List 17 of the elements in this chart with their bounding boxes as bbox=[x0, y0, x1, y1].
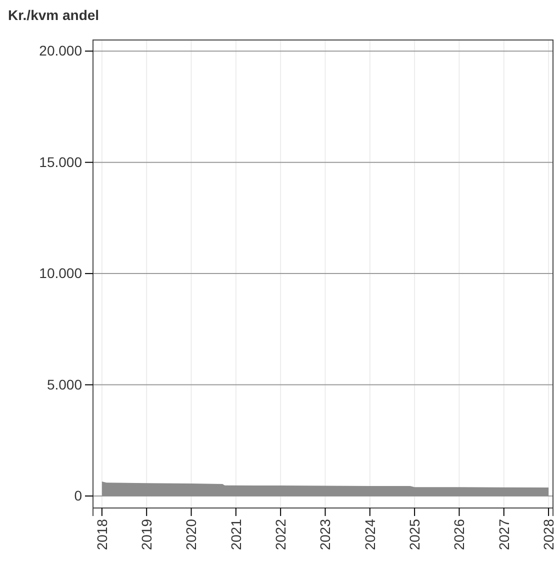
y-tick-label: 5.000 bbox=[46, 376, 82, 392]
x-tick-label: 2024 bbox=[362, 518, 378, 550]
x-tick-label: 2025 bbox=[406, 518, 422, 550]
x-tick-label: 2028 bbox=[540, 518, 556, 550]
y-tick-label: 10.000 bbox=[39, 265, 82, 282]
y-tick-label: 15.000 bbox=[39, 154, 82, 170]
y-tick-label: 0 bbox=[74, 487, 82, 504]
x-tick-label: 2026 bbox=[451, 518, 468, 550]
y-axis-title: Kr./kvm andel bbox=[8, 7, 100, 23]
x-tick-label: 2018 bbox=[94, 518, 110, 550]
x-tick-label: 2021 bbox=[228, 518, 244, 550]
x-tick-label: 2022 bbox=[272, 518, 288, 550]
x-tick-label: 2020 bbox=[183, 518, 200, 550]
x-tick-label: 2027 bbox=[496, 518, 512, 550]
y-tick-label: 20.000 bbox=[39, 42, 82, 59]
x-tick-label: 2019 bbox=[138, 518, 154, 550]
x-tick-label: 2023 bbox=[317, 518, 334, 550]
